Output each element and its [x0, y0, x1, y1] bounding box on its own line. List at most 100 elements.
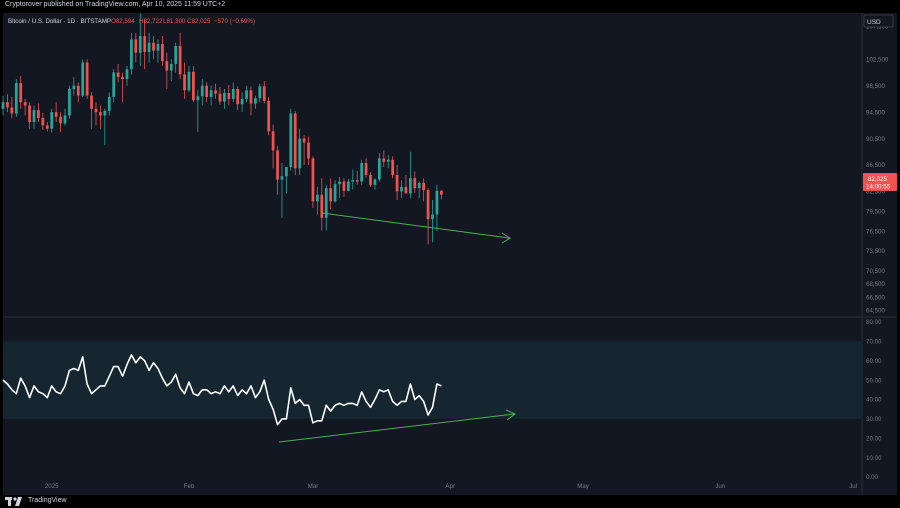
candle-body	[152, 42, 155, 51]
bar-countdown: 14:00:55	[866, 184, 891, 191]
candle-body	[116, 72, 120, 78]
ohlc-change: −570 (−0.69%)	[214, 18, 255, 25]
candle-body	[258, 86, 262, 99]
candle-body	[377, 158, 381, 180]
rsi-tick-label: 60.00	[866, 358, 882, 365]
rsi-line	[2, 354, 442, 426]
candle-body	[192, 71, 195, 101]
candle-body	[209, 90, 213, 97]
candle-body	[408, 178, 412, 194]
candle-body	[298, 138, 302, 169]
candle-body	[200, 85, 204, 97]
candle-body	[302, 138, 306, 143]
ohlc-low: L81,300	[163, 18, 186, 25]
candle-body	[205, 85, 209, 97]
candle-body	[99, 112, 102, 116]
candle-body	[32, 110, 36, 123]
candle-body	[187, 71, 191, 91]
candle-body	[391, 159, 395, 175]
current-price-tag: 82,025 14:00:55	[863, 173, 897, 191]
candle-body	[417, 182, 421, 189]
candle-body	[346, 181, 350, 191]
price-tick-label: 90,500	[866, 136, 885, 143]
candle-body	[227, 92, 231, 99]
candle-body	[342, 181, 346, 191]
candle-body	[143, 36, 147, 52]
publisher-bar: Cryptorover published on TradingView.com…	[0, 0, 900, 13]
time-tick-label: Feb	[184, 483, 195, 490]
candle-body	[59, 116, 62, 124]
candle-body	[338, 181, 341, 185]
candle-body	[280, 176, 284, 180]
ohlc-close: C82,025	[187, 18, 211, 25]
ohlc-high: H82,722	[139, 18, 163, 25]
tradingview-brand: TradingView	[28, 497, 67, 504]
candle-body	[223, 92, 226, 102]
candle-body	[165, 61, 169, 71]
price-tick-label: 94,500	[866, 109, 885, 116]
candle-body	[28, 105, 31, 123]
price-tick-label: 98,500	[866, 83, 885, 90]
currency-button-label[interactable]: USD	[867, 19, 881, 26]
time-tick-label: Jun	[715, 483, 726, 490]
candle-body	[329, 188, 333, 202]
candle-body	[262, 86, 266, 101]
candle-body	[324, 188, 328, 218]
price-candles	[1, 13, 443, 245]
candle-body	[134, 39, 138, 53]
price-tick-label: 76,500	[866, 228, 885, 235]
candle-body	[121, 77, 124, 80]
candle-body	[130, 39, 133, 70]
candle-body	[6, 102, 9, 108]
price-tick-label: 66,500	[866, 294, 885, 301]
rsi-tick-label: 40.00	[866, 397, 882, 404]
candle-body	[426, 190, 430, 220]
time-tick-label: Mar	[308, 483, 319, 490]
candle-body	[267, 100, 271, 132]
candle-body	[285, 166, 288, 177]
time-tick-label: Jul	[849, 483, 857, 490]
candle-body	[214, 90, 217, 94]
candle-body	[37, 110, 40, 119]
candle-body	[311, 158, 315, 202]
rsi-tick-label: 80.00	[866, 319, 882, 326]
price-tick-label: 64,500	[866, 308, 885, 315]
candle-body	[316, 194, 319, 202]
candle-body	[50, 112, 54, 129]
candle-body	[156, 44, 160, 51]
price-tick-label: 86,500	[866, 162, 885, 169]
candle-body	[94, 108, 98, 113]
rsi-tick-label: 10.00	[866, 455, 882, 462]
candle-body	[355, 180, 359, 182]
candle-body	[125, 69, 129, 80]
candle-body	[103, 110, 107, 116]
candle-body	[112, 72, 116, 97]
chart-svg[interactable]: 64,500 66,500 68,500 70,500 73,500 76,500 79,5…	[0, 0, 900, 495]
candle-body	[23, 102, 27, 106]
candle-body	[72, 85, 76, 89]
candle-body	[293, 113, 297, 169]
candle-body	[174, 46, 178, 64]
tradingview-logo-icon	[5, 497, 22, 506]
candle-body	[169, 63, 173, 71]
candle-body	[307, 142, 310, 159]
price-divergence-arrow	[321, 212, 511, 244]
candle-body	[178, 46, 182, 75]
price-tick-label: 79,500	[866, 208, 885, 215]
rsi-tick-label: 20.00	[866, 435, 882, 442]
candle-body	[196, 96, 200, 101]
candle-body	[422, 182, 426, 191]
currency-button[interactable]: USD	[863, 14, 894, 28]
publisher-line: Cryptorover published on TradingView.com…	[5, 1, 226, 8]
candle-body	[400, 186, 403, 192]
candle-body	[435, 190, 439, 215]
candle-body	[395, 174, 399, 192]
candle-body	[231, 89, 235, 99]
price-tick-label: 68,500	[866, 281, 885, 288]
candle-body	[236, 89, 240, 105]
candle-body	[63, 115, 67, 124]
rsi-divergence-arrow	[278, 409, 516, 443]
time-tick-label: Apr	[445, 483, 455, 490]
candle-body	[254, 98, 257, 104]
ohlc-open: O82,594	[111, 18, 135, 25]
